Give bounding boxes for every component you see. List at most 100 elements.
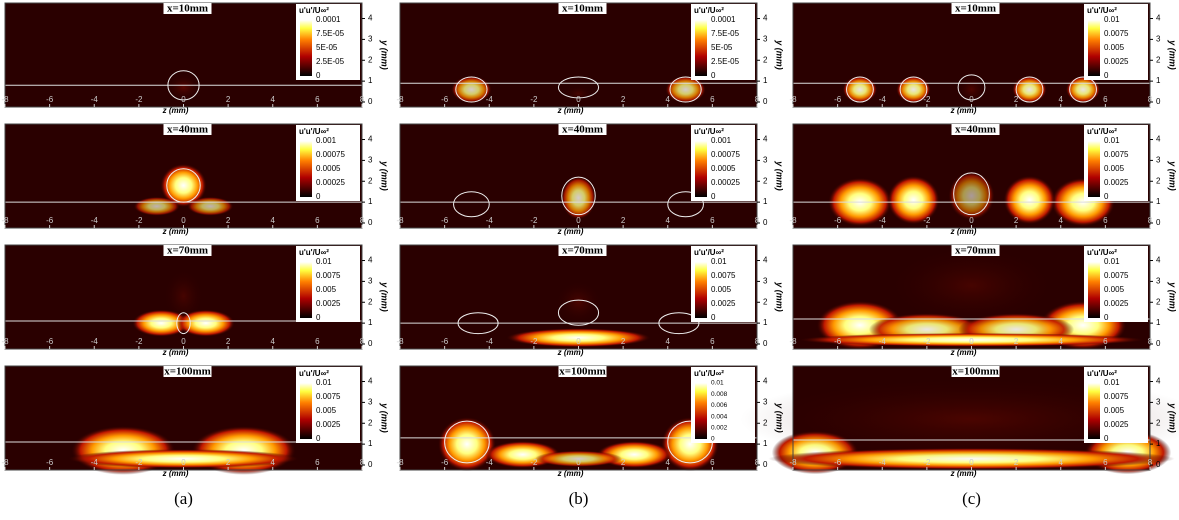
z-tick-label: -2 xyxy=(135,337,143,346)
z-tick-label: 0 xyxy=(969,95,974,104)
z-tick-label: -4 xyxy=(879,337,887,346)
colorbar-tick-label: 0.0075 xyxy=(1104,150,1129,159)
y-axis-label: y (mm) xyxy=(380,402,390,433)
fluctuation-region xyxy=(842,75,878,104)
colorbar xyxy=(695,141,707,197)
y-tick-label: 1 xyxy=(1156,76,1161,85)
colorbar-tick-label: 0 xyxy=(316,434,321,443)
z-tick-label: 6 xyxy=(1103,216,1108,225)
y-tick-label: 2 xyxy=(763,297,768,306)
y-tick-label: 2 xyxy=(763,176,768,185)
y-tick-label: 0 xyxy=(368,97,373,106)
colorbar-label: u'u'/U∞² xyxy=(1087,6,1117,15)
z-tick-label: -6 xyxy=(46,216,54,225)
z-tick-label: 8 xyxy=(360,337,365,346)
colorbar-label: u'u'/U∞² xyxy=(299,248,329,257)
z-tick-label: -2 xyxy=(135,95,143,104)
vortex-contour xyxy=(1015,76,1044,103)
z-tick-label: 6 xyxy=(1103,95,1108,104)
z-tick-label: -6 xyxy=(834,458,842,467)
z-tick-label: -6 xyxy=(834,216,842,225)
vortex-contour xyxy=(176,312,191,335)
y-tick-label: 1 xyxy=(763,197,768,206)
z-tick-label: 8 xyxy=(755,216,760,225)
z-tick-label: 4 xyxy=(1059,216,1064,225)
fluctuation-region xyxy=(176,309,235,337)
fluctuation-region xyxy=(505,328,652,348)
station-label-bg xyxy=(163,366,212,377)
colorbar xyxy=(300,262,312,318)
colorbar-tick-label: 0.0025 xyxy=(711,299,736,308)
z-tick-label: 2 xyxy=(621,95,626,104)
colorbar-tick-label: 0.005 xyxy=(711,285,732,294)
z-tick-label: 0 xyxy=(576,337,581,346)
z-tick-label: 6 xyxy=(710,458,715,467)
z-tick-label: -4 xyxy=(91,95,99,104)
station-label-bg xyxy=(558,124,607,135)
colorbar xyxy=(695,20,707,76)
y-tick-label: 4 xyxy=(763,377,768,386)
z-tick-label: 2 xyxy=(226,216,231,225)
vortex-contour xyxy=(899,76,928,103)
colorbar-tick-label: 0.005 xyxy=(316,406,337,415)
vortex-contour xyxy=(1069,76,1097,103)
y-tick-label: 3 xyxy=(1156,35,1161,44)
colorbar-label: u'u'/U∞² xyxy=(694,369,724,378)
colorbar-tick-label: 0.0025 xyxy=(1104,420,1129,429)
y-axis-label: y (mm) xyxy=(775,39,785,70)
colorbar-tick-label: 0.0005 xyxy=(711,164,736,173)
z-tick-label: -8 xyxy=(789,216,797,225)
z-tick-label: -8 xyxy=(789,95,797,104)
z-tick-label: 4 xyxy=(271,458,276,467)
fluctuation-region xyxy=(166,73,201,101)
station-label-bg xyxy=(163,124,212,135)
y-tick-label: 0 xyxy=(1156,339,1161,348)
z-tick-label: 2 xyxy=(621,337,626,346)
z-tick-label: -6 xyxy=(46,337,54,346)
z-tick-label: 0 xyxy=(576,95,581,104)
z-tick-label: 2 xyxy=(1014,458,1019,467)
vortex-contour xyxy=(457,312,499,335)
colorbar-tick-label: 0.002 xyxy=(711,425,728,432)
z-tick-label: 0 xyxy=(969,216,974,225)
colorbar-tick-label: 0.0025 xyxy=(316,299,341,308)
z-tick-label: -4 xyxy=(91,337,99,346)
y-tick-label: 1 xyxy=(763,318,768,327)
colorbar-tick-label: 0.006 xyxy=(711,402,728,409)
y-tick-label: 3 xyxy=(1156,277,1161,286)
z-tick-label: -8 xyxy=(396,337,404,346)
z-tick-label: 4 xyxy=(666,337,671,346)
fluctuation-region xyxy=(187,196,234,216)
y-axis-label: y (mm) xyxy=(775,160,785,191)
station-label-bg xyxy=(951,366,1000,377)
z-tick-label: 6 xyxy=(710,337,715,346)
y-tick-label: 3 xyxy=(763,156,768,165)
station-label: x=40mm xyxy=(562,124,603,136)
z-tick-label: 8 xyxy=(755,458,760,467)
colorbar-tick-label: 0.00025 xyxy=(711,178,740,187)
z-tick-label: 4 xyxy=(1059,95,1064,104)
colorbar xyxy=(695,262,707,318)
station-label: x=40mm xyxy=(167,124,208,136)
z-tick-label: -6 xyxy=(834,95,842,104)
colorbar-tick-label: 0 xyxy=(711,313,716,322)
colorbar-tick-label: 0.0001 xyxy=(316,15,341,24)
y-tick-label: 4 xyxy=(368,377,373,386)
z-axis-label: z (mm) xyxy=(950,106,977,115)
colorbar-tick-label: 0.0075 xyxy=(316,392,341,401)
y-tick-label: 4 xyxy=(368,135,373,144)
vortex-contour xyxy=(957,74,986,101)
colorbar xyxy=(1088,141,1100,197)
z-axis-label: z (mm) xyxy=(162,469,189,478)
z-tick-label: -6 xyxy=(441,458,449,467)
z-tick-label: -6 xyxy=(46,95,54,104)
z-tick-label: -8 xyxy=(396,458,404,467)
z-tick-label: 2 xyxy=(621,458,626,467)
station-label: x=70mm xyxy=(562,245,603,257)
z-tick-label: 2 xyxy=(1014,95,1019,104)
y-tick-label: 2 xyxy=(368,176,373,185)
fluctuation-region xyxy=(563,85,594,102)
z-tick-label: -6 xyxy=(441,95,449,104)
y-tick-label: 3 xyxy=(368,277,373,286)
y-tick-label: 1 xyxy=(763,439,768,448)
